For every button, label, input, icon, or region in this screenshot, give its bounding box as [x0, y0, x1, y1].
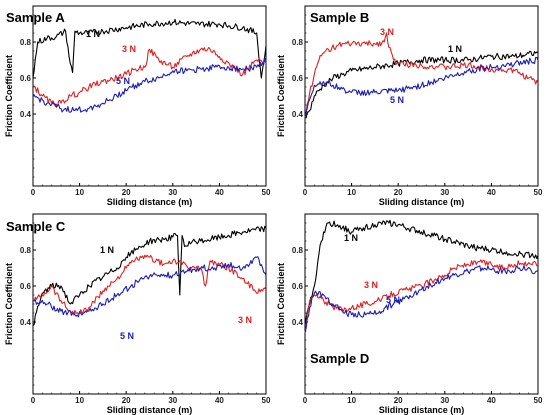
y-tick-label: 0.6	[292, 282, 304, 291]
x-axis-label: Sliding distance (m)	[107, 197, 193, 207]
x-tick-label: 20	[122, 188, 131, 197]
x-tick-label: 10	[75, 188, 84, 197]
series-label: 1 N	[100, 245, 114, 255]
series-line-1n	[32, 225, 267, 326]
x-tick-label: 30	[168, 396, 177, 405]
x-tick-label: 50	[262, 396, 271, 405]
series-label: 3 N	[122, 44, 136, 54]
chart-panel-2: 0 10 20 30 40 50 0.4 0.6 0.8 Sliding distance (m)…	[276, 5, 543, 207]
series-line-3n	[32, 46, 267, 107]
series-line-5n	[32, 256, 267, 318]
x-tick-label: 40	[487, 396, 496, 405]
x-axis-label: Sliding distance (m)	[379, 197, 465, 207]
y-tick-label: 0.8	[292, 246, 304, 255]
series-line-1n	[304, 50, 539, 119]
panel-title: Sample B	[310, 10, 369, 25]
panel-title: Sample C	[6, 219, 66, 234]
series-line-5n	[32, 57, 267, 113]
chart-panel-1: 0 10 20 30 40 50 0.4 0.6 0.8 Sliding distance (m)…	[4, 5, 271, 207]
series-label: 5 N	[386, 295, 400, 305]
x-tick-label: 40	[215, 188, 224, 197]
x-axis-label: Sliding distance (m)	[379, 405, 465, 415]
x-tick-label: 0	[31, 188, 36, 197]
series-label: 3 N	[238, 315, 252, 325]
x-tick-label: 0	[31, 396, 36, 405]
series-line-3n	[304, 259, 539, 333]
series-label: 3 N	[380, 27, 394, 37]
y-tick-label: 0.6	[20, 282, 32, 291]
series-line-5n	[304, 265, 539, 333]
series-line-3n	[304, 32, 539, 118]
y-tick-label: 0.6	[292, 74, 304, 83]
y-tick-label: 0.6	[20, 74, 32, 83]
y-tick-label: 0.8	[20, 246, 32, 255]
x-tick-label: 50	[262, 188, 271, 197]
x-tick-label: 10	[75, 396, 84, 405]
x-tick-label: 20	[394, 188, 403, 197]
series-line-1n	[304, 219, 539, 326]
x-tick-label: 10	[347, 188, 356, 197]
series-line-5n	[304, 56, 539, 118]
y-axis-label: Friction Coefficient	[4, 263, 14, 345]
x-tick-label: 0	[303, 396, 308, 405]
y-tick-label: 0.4	[292, 318, 304, 327]
y-axis-label: Friction Coefficient	[276, 55, 286, 137]
x-tick-label: 20	[122, 396, 131, 405]
y-axis-label: Friction Coefficient	[276, 263, 286, 345]
x-tick-label: 40	[487, 188, 496, 197]
series-label: 5 N	[120, 331, 134, 341]
series-label: 1 N	[86, 29, 100, 39]
y-tick-label: 0.8	[292, 38, 304, 47]
series-label: 1 N	[344, 233, 358, 243]
panel-title: Sample A	[6, 10, 65, 25]
y-tick-label: 0.4	[20, 110, 32, 119]
series-label: 5 N	[390, 95, 404, 105]
x-tick-label: 50	[534, 396, 543, 405]
x-axis-label: Sliding distance (m)	[107, 405, 193, 415]
x-tick-label: 30	[440, 396, 449, 405]
x-tick-label: 40	[215, 396, 224, 405]
panel-title: Sample D	[310, 351, 369, 366]
series-line-1n	[32, 18, 267, 79]
x-tick-label: 30	[440, 188, 449, 197]
y-axis-label: Friction Coefficient	[4, 55, 14, 137]
x-tick-label: 30	[168, 188, 177, 197]
x-tick-label: 20	[394, 396, 403, 405]
series-label: 5 N	[116, 76, 130, 86]
x-tick-label: 0	[303, 188, 308, 197]
chart-panel-4: 0 10 20 30 40 50 0.4 0.6 0.8 Sliding distance (m)…	[276, 213, 543, 415]
chart-panel-3: 0 10 20 30 40 50 0.4 0.6 0.8 Sliding distance (m)…	[4, 213, 271, 415]
x-tick-label: 10	[347, 396, 356, 405]
series-label: 1 N	[448, 44, 462, 54]
y-tick-label: 0.4	[20, 318, 32, 327]
x-tick-label: 50	[534, 188, 543, 197]
y-tick-label: 0.4	[292, 110, 304, 119]
y-tick-label: 0.8	[20, 38, 32, 47]
series-label: 3 N	[364, 280, 378, 290]
